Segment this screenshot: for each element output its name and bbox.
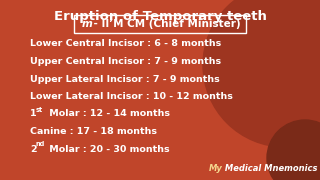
Text: - II’M CM (Chief Minister): - II’M CM (Chief Minister) <box>90 19 241 29</box>
Text: 1: 1 <box>30 109 36 118</box>
Text: Molar : 12 - 14 months: Molar : 12 - 14 months <box>46 109 170 118</box>
Text: Lower Lateral Incisor : 10 - 12 months: Lower Lateral Incisor : 10 - 12 months <box>30 92 233 101</box>
Text: Eruption of Temporary teeth: Eruption of Temporary teeth <box>53 10 267 23</box>
Text: Lower Central Incisor : 6 - 8 months: Lower Central Incisor : 6 - 8 months <box>30 39 221 48</box>
Text: 2: 2 <box>30 145 36 154</box>
Text: Upper Central Incisor : 7 - 9 months: Upper Central Incisor : 7 - 9 months <box>30 57 221 66</box>
Text: My: My <box>209 164 223 173</box>
Text: m: m <box>82 19 93 29</box>
Circle shape <box>203 0 320 147</box>
Text: Medical Mnemonics: Medical Mnemonics <box>222 164 317 173</box>
Text: Canine : 17 - 18 months: Canine : 17 - 18 months <box>30 127 157 136</box>
Text: Molar : 20 - 30 months: Molar : 20 - 30 months <box>46 145 170 154</box>
Text: Upper Lateral Incisor : 7 - 9 months: Upper Lateral Incisor : 7 - 9 months <box>30 75 220 84</box>
Circle shape <box>267 120 320 180</box>
Text: nd: nd <box>36 141 45 147</box>
Text: st: st <box>36 107 43 112</box>
